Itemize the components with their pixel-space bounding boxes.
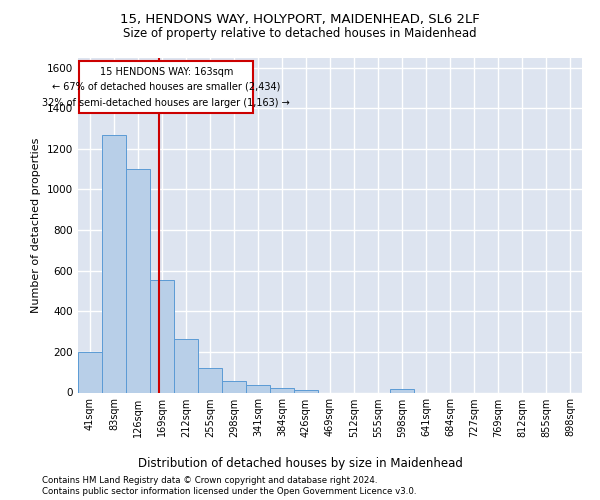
Bar <box>222 380 246 392</box>
Bar <box>246 386 270 392</box>
Text: 32% of semi-detached houses are larger (1,163) →: 32% of semi-detached houses are larger (… <box>43 98 290 108</box>
Bar <box>174 338 198 392</box>
Y-axis label: Number of detached properties: Number of detached properties <box>31 138 41 312</box>
Bar <box>270 388 294 392</box>
Text: Contains public sector information licensed under the Open Government Licence v3: Contains public sector information licen… <box>42 487 416 496</box>
Bar <box>102 134 126 392</box>
Text: Contains HM Land Registry data © Crown copyright and database right 2024.: Contains HM Land Registry data © Crown c… <box>42 476 377 485</box>
Bar <box>150 280 174 392</box>
Text: ← 67% of detached houses are smaller (2,434): ← 67% of detached houses are smaller (2,… <box>52 82 280 92</box>
Text: 15, HENDONS WAY, HOLYPORT, MAIDENHEAD, SL6 2LF: 15, HENDONS WAY, HOLYPORT, MAIDENHEAD, S… <box>120 12 480 26</box>
Bar <box>390 390 414 392</box>
FancyBboxPatch shape <box>79 60 253 114</box>
Text: Distribution of detached houses by size in Maidenhead: Distribution of detached houses by size … <box>137 458 463 470</box>
Bar <box>78 352 102 393</box>
Bar <box>198 368 222 392</box>
Text: 15 HENDONS WAY: 163sqm: 15 HENDONS WAY: 163sqm <box>100 67 233 77</box>
Bar <box>126 169 150 392</box>
Bar <box>294 390 318 392</box>
Text: Size of property relative to detached houses in Maidenhead: Size of property relative to detached ho… <box>123 28 477 40</box>
